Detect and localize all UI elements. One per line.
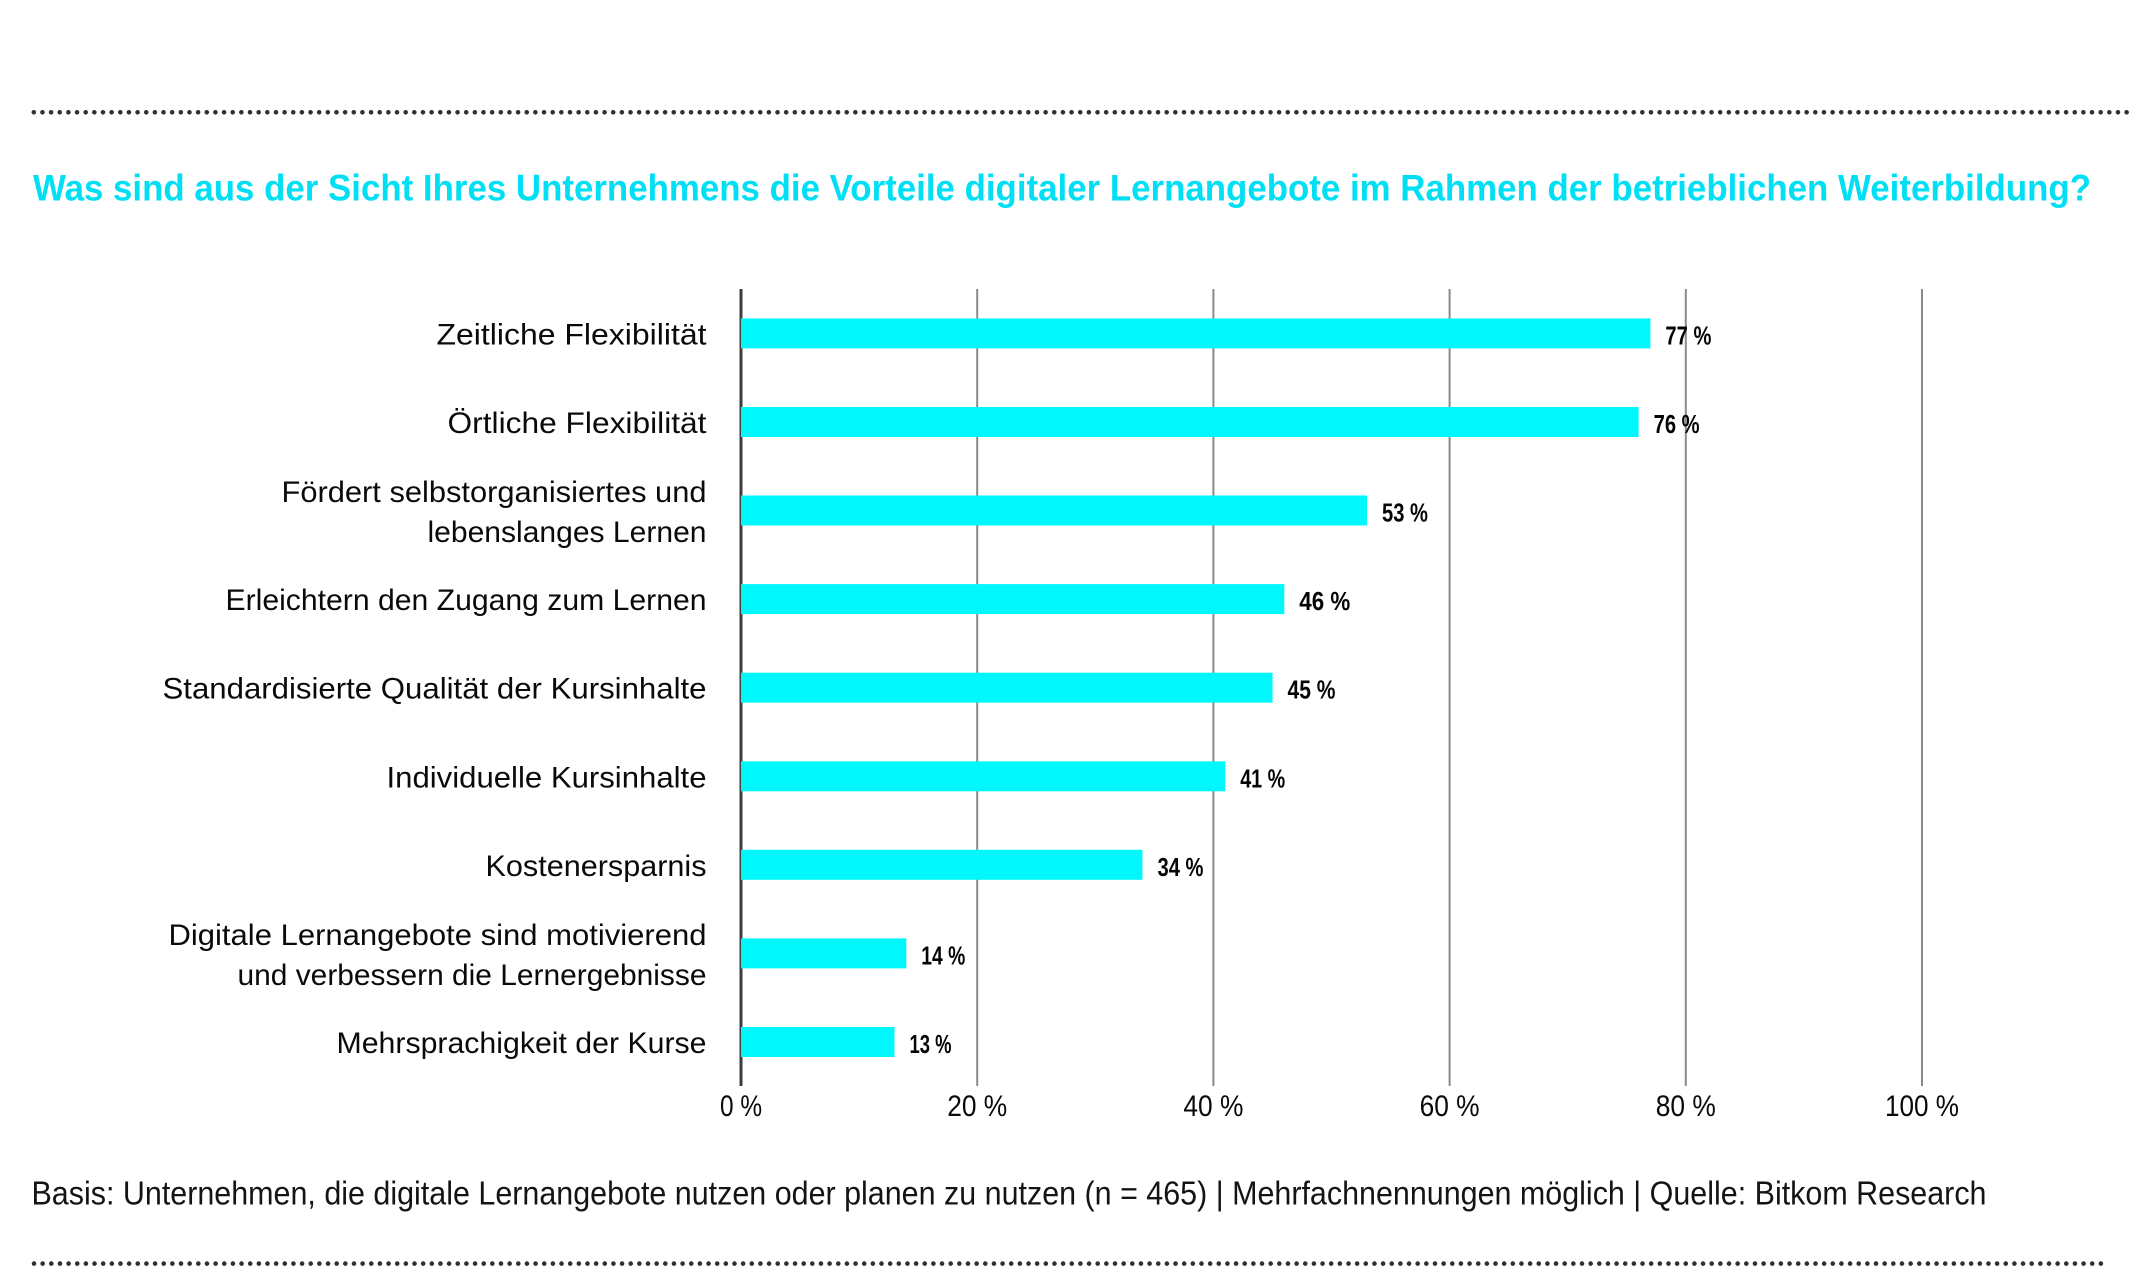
svg-text:41 %: 41 % <box>1240 763 1285 793</box>
svg-text:Digitale Lernangebote sind mot: Digitale Lernangebote sind motivierend <box>169 919 707 952</box>
svg-text:60 %: 60 % <box>1420 1090 1480 1123</box>
svg-text:Zeitliche Flexibilität: Zeitliche Flexibilität <box>437 318 708 351</box>
svg-text:Mehrsprachigkeit der Kurse: Mehrsprachigkeit der Kurse <box>337 1027 707 1060</box>
svg-text:45 %: 45 % <box>1288 675 1336 705</box>
svg-text:40 %: 40 % <box>1183 1090 1243 1123</box>
svg-text:Standardisierte Qualität der K: Standardisierte Qualität der Kursinhalte <box>163 673 707 706</box>
svg-text:0 %: 0 % <box>720 1090 762 1123</box>
svg-text:53 %: 53 % <box>1382 498 1428 528</box>
svg-text:Was sind aus der Sicht Ihres U: Was sind aus der Sicht Ihres Unternehmen… <box>33 167 2091 209</box>
svg-text:Örtliche Flexibilität: Örtliche Flexibilität <box>448 407 708 440</box>
svg-text:Erleichtern den Zugang zum Ler: Erleichtern den Zugang zum Lernen <box>226 584 707 617</box>
svg-text:46 %: 46 % <box>1299 586 1350 616</box>
svg-text:34 %: 34 % <box>1158 852 1204 882</box>
svg-text:Fördert selbstorganisiertes un: Fördert selbstorganisiertes und <box>282 476 707 509</box>
svg-text:Basis: Unternehmen, die digita: Basis: Unternehmen, die digitale Lernang… <box>32 1176 1987 1213</box>
svg-text:lebenslanges Lernen: lebenslanges Lernen <box>428 516 707 549</box>
svg-text:77 %: 77 % <box>1665 320 1711 350</box>
svg-text:13 %: 13 % <box>910 1029 952 1059</box>
svg-text:14 %: 14 % <box>921 940 965 970</box>
svg-text:und verbessern die Lernergebni: und verbessern die Lernergebnisse <box>238 959 707 992</box>
svg-text:20 %: 20 % <box>947 1090 1007 1123</box>
svg-text:Kostenersparnis: Kostenersparnis <box>486 850 707 883</box>
svg-text:Individuelle Kursinhalte: Individuelle Kursinhalte <box>387 761 707 794</box>
svg-text:100 %: 100 % <box>1885 1090 1959 1123</box>
svg-text:80 %: 80 % <box>1656 1090 1716 1123</box>
svg-text:76 %: 76 % <box>1654 409 1700 439</box>
